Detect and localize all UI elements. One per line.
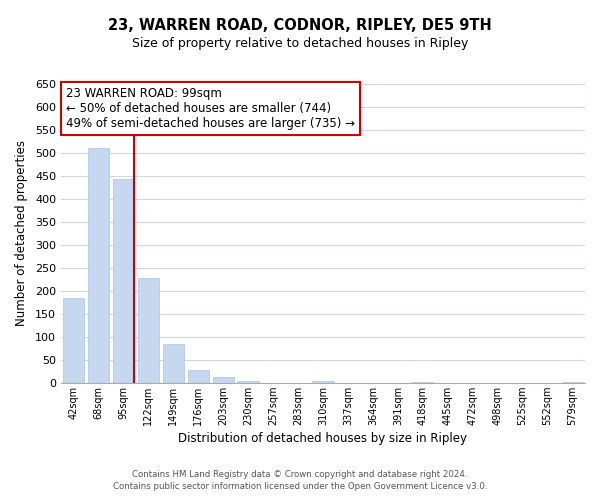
Bar xyxy=(313,382,334,383)
Text: Size of property relative to detached houses in Ripley: Size of property relative to detached ho… xyxy=(132,38,468,51)
Text: Contains public sector information licensed under the Open Government Licence v3: Contains public sector information licen… xyxy=(113,482,487,491)
Bar xyxy=(88,148,109,383)
X-axis label: Distribution of detached houses by size in Ripley: Distribution of detached houses by size … xyxy=(178,432,467,445)
Bar xyxy=(238,381,259,383)
Text: Contains HM Land Registry data © Crown copyright and database right 2024.: Contains HM Land Registry data © Crown c… xyxy=(132,470,468,479)
Bar xyxy=(137,278,159,383)
Bar xyxy=(63,298,84,383)
Text: 23 WARREN ROAD: 99sqm
← 50% of detached houses are smaller (744)
49% of semi-det: 23 WARREN ROAD: 99sqm ← 50% of detached … xyxy=(66,87,355,130)
Bar xyxy=(163,344,184,383)
Text: 23, WARREN ROAD, CODNOR, RIPLEY, DE5 9TH: 23, WARREN ROAD, CODNOR, RIPLEY, DE5 9TH xyxy=(108,18,492,32)
Bar xyxy=(562,382,583,383)
Bar xyxy=(188,370,209,383)
Bar xyxy=(113,179,134,383)
Bar xyxy=(212,377,234,383)
Y-axis label: Number of detached properties: Number of detached properties xyxy=(15,140,28,326)
